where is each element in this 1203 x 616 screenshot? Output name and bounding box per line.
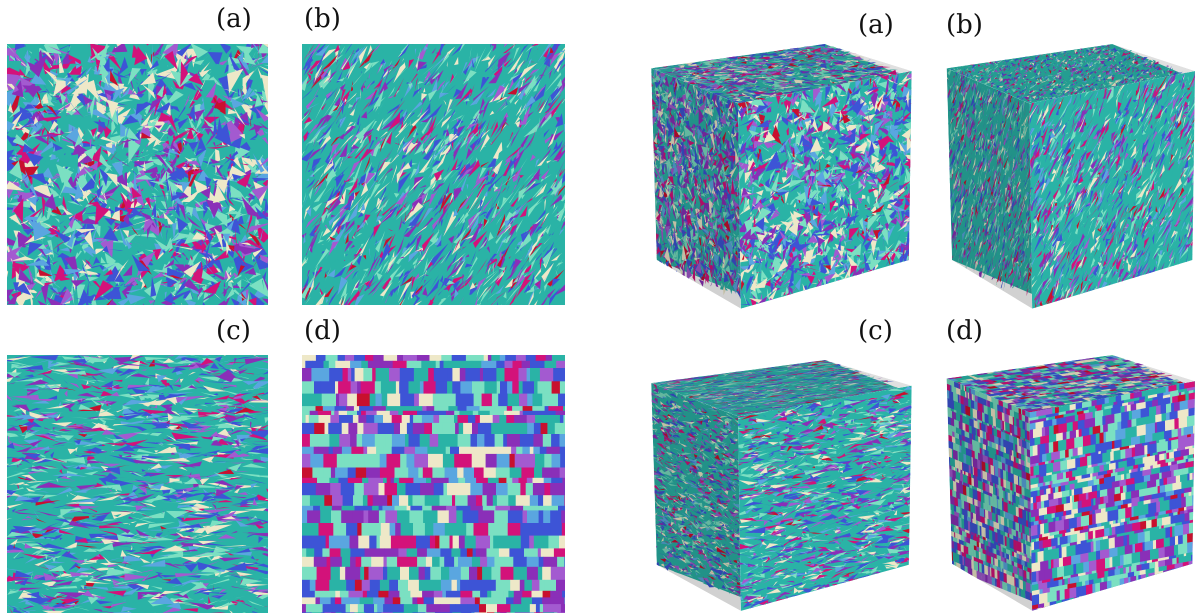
left-panel-c-label: (c) xyxy=(216,318,251,344)
right-panel-c-label: (c) xyxy=(858,318,893,344)
cube-left-face xyxy=(946,68,1033,309)
texture-fill xyxy=(302,44,565,305)
right-cube-c-image xyxy=(651,360,912,611)
left-panel-b-image xyxy=(302,44,565,305)
left-panel-d-image xyxy=(302,355,565,613)
cube-left-face xyxy=(651,68,741,309)
cube-right-face xyxy=(1029,71,1195,309)
cube-right-face xyxy=(738,385,912,611)
texture-fill xyxy=(7,44,268,305)
right-panel-a-label: (a) xyxy=(858,12,894,38)
left-panel-d-label: (d) xyxy=(304,318,341,344)
right-panel-d-label: (d) xyxy=(946,318,983,344)
cube-top-face xyxy=(651,360,912,417)
left-panel-a-image xyxy=(7,44,268,305)
texture-fill xyxy=(302,355,565,613)
texture-fill xyxy=(7,355,268,613)
right-cube-d-image xyxy=(946,355,1195,611)
right-cube-b-image xyxy=(946,44,1195,309)
right-cube-a-image xyxy=(651,44,912,309)
cube-top-face xyxy=(946,44,1195,104)
cube-left-face xyxy=(651,383,741,611)
left-panel-c-image xyxy=(7,355,268,613)
left-panel-a-label: (a) xyxy=(216,6,252,32)
right-panel-b-label: (b) xyxy=(946,12,983,38)
cube-right-face xyxy=(1029,381,1195,611)
cube-left-face xyxy=(946,378,1033,611)
left-panel-b-label: (b) xyxy=(304,6,341,32)
